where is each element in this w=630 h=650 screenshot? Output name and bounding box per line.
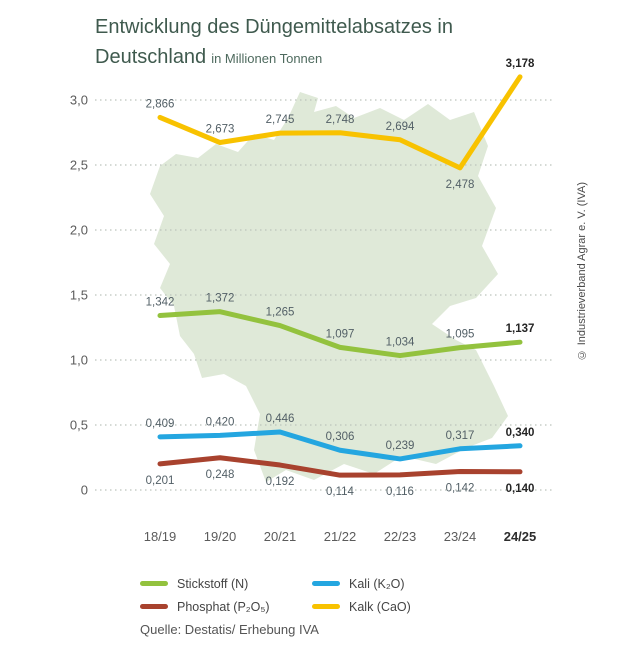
legend-label: Kalk (CaO) xyxy=(349,599,411,614)
x-axis-tick-labels: 18/19 19/20 20/21 21/22 22/23 23/24 24/25 xyxy=(144,529,537,544)
data-label-stickstoff-n: 1,265 xyxy=(266,307,295,319)
y-tick-label: 0 xyxy=(81,483,88,498)
x-tick-label: 18/19 xyxy=(144,529,177,544)
legend-swatch xyxy=(140,581,168,586)
x-tick-label: 21/22 xyxy=(324,529,357,544)
chart-title-line1: Entwicklung des Düngemittelabsatzes in xyxy=(95,16,453,38)
data-label-phosphat-p-o: 0,201 xyxy=(146,475,175,487)
data-label-phosphat-p-o: 0,114 xyxy=(326,486,355,498)
series-line-kali-k-o xyxy=(157,429,523,462)
data-label-kali-k-o: 0,340 xyxy=(506,427,535,439)
data-label-stickstoff-n: 1,137 xyxy=(506,323,535,335)
data-label-kalk-cao: 2,694 xyxy=(386,121,415,133)
data-label-kali-k-o: 0,317 xyxy=(446,430,475,442)
data-label-stickstoff-n: 1,097 xyxy=(326,328,355,340)
copyright-credit: © Industrieverband Agrar e. V. (IVA) xyxy=(576,182,588,361)
data-label-kali-k-o: 0,306 xyxy=(326,431,355,443)
y-axis-tick-labels: 0 0,5 1,0 1,5 2,0 2,5 3,0 xyxy=(70,93,88,498)
x-tick-label: 23/24 xyxy=(444,529,477,544)
legend-swatch xyxy=(312,581,340,586)
data-label-kalk-cao: 2,748 xyxy=(326,114,355,126)
data-label-stickstoff-n: 1,342 xyxy=(146,297,175,309)
gridlines xyxy=(95,99,552,491)
data-label-kalk-cao: 2,866 xyxy=(146,98,175,110)
legend-label: Phosphat (P₂O₅) xyxy=(177,599,270,614)
x-tick-label: 24/25 xyxy=(504,529,537,544)
data-label-kalk-cao: 2,478 xyxy=(446,179,475,191)
legend-swatch xyxy=(312,604,340,609)
data-label-kali-k-o: 0,239 xyxy=(386,440,415,452)
germany-map-silhouette xyxy=(150,92,508,482)
data-label-stickstoff-n: 1,095 xyxy=(446,329,475,341)
data-label-kali-k-o: 0,420 xyxy=(206,416,235,428)
data-label-phosphat-p-o: 0,116 xyxy=(386,486,414,498)
legend-item-stickstoff-n: Stickstoff (N) xyxy=(140,577,312,591)
series-line-stickstoff-n xyxy=(157,309,523,359)
x-tick-label: 19/20 xyxy=(204,529,237,544)
x-tick-label: 22/23 xyxy=(384,529,417,544)
data-label-kalk-cao: 2,745 xyxy=(266,114,295,126)
y-tick-label: 3,0 xyxy=(70,93,88,108)
legend-label: Kali (K₂O) xyxy=(349,576,405,591)
series-lines xyxy=(157,74,523,478)
data-label-phosphat-p-o: 0,192 xyxy=(266,476,295,488)
y-tick-label: 2,5 xyxy=(70,158,88,173)
chart-title-block: Entwicklung des Düngemittelabsatzes in D… xyxy=(95,12,453,72)
chart-title-line2-wrap: Deutschland in Millionen Tonnen xyxy=(95,42,453,72)
data-label-stickstoff-n: 1,372 xyxy=(206,293,235,305)
data-label-kali-k-o: 0,446 xyxy=(266,413,295,425)
legend-label: Stickstoff (N) xyxy=(177,576,249,591)
chart-title-line2: Deutschland xyxy=(95,46,207,68)
y-tick-label: 1,5 xyxy=(70,288,88,303)
data-labels: 2,866 2,673 2,745 2,748 2,694 2,478 3,178 1,342… xyxy=(146,58,535,498)
data-label-stickstoff-n: 1,034 xyxy=(386,337,415,349)
y-tick-label: 0,5 xyxy=(70,418,88,433)
y-tick-label: 1,0 xyxy=(70,353,88,368)
legend-item-kalk-cao: Kalk (CaO) xyxy=(312,600,411,614)
y-tick-label: 2,0 xyxy=(70,223,88,238)
data-label-kalk-cao: 3,178 xyxy=(506,58,535,70)
source-note: Quelle: Destatis/ Erhebung IVA xyxy=(140,622,319,637)
legend-item-phosphat-p-o: Phosphat (P₂O₅) xyxy=(140,600,312,614)
x-tick-label: 20/21 xyxy=(264,529,297,544)
series-line-phosphat-p-o xyxy=(157,455,523,478)
series-line-kalk-cao xyxy=(157,74,523,171)
legend-item-kali-k-o: Kali (K₂O) xyxy=(312,577,411,591)
data-label-phosphat-p-o: 0,248 xyxy=(206,469,235,481)
legend: Stickstoff (N) Kali (K₂O) Phosphat (P₂O₅) K… xyxy=(140,572,411,618)
data-label-kalk-cao: 2,673 xyxy=(206,124,235,136)
data-label-kali-k-o: 0,409 xyxy=(146,418,175,430)
data-label-phosphat-p-o: 0,140 xyxy=(506,483,535,495)
legend-swatch xyxy=(140,604,168,609)
data-label-phosphat-p-o: 0,142 xyxy=(446,483,475,495)
chart-subtitle: in Millionen Tonnen xyxy=(211,51,323,66)
